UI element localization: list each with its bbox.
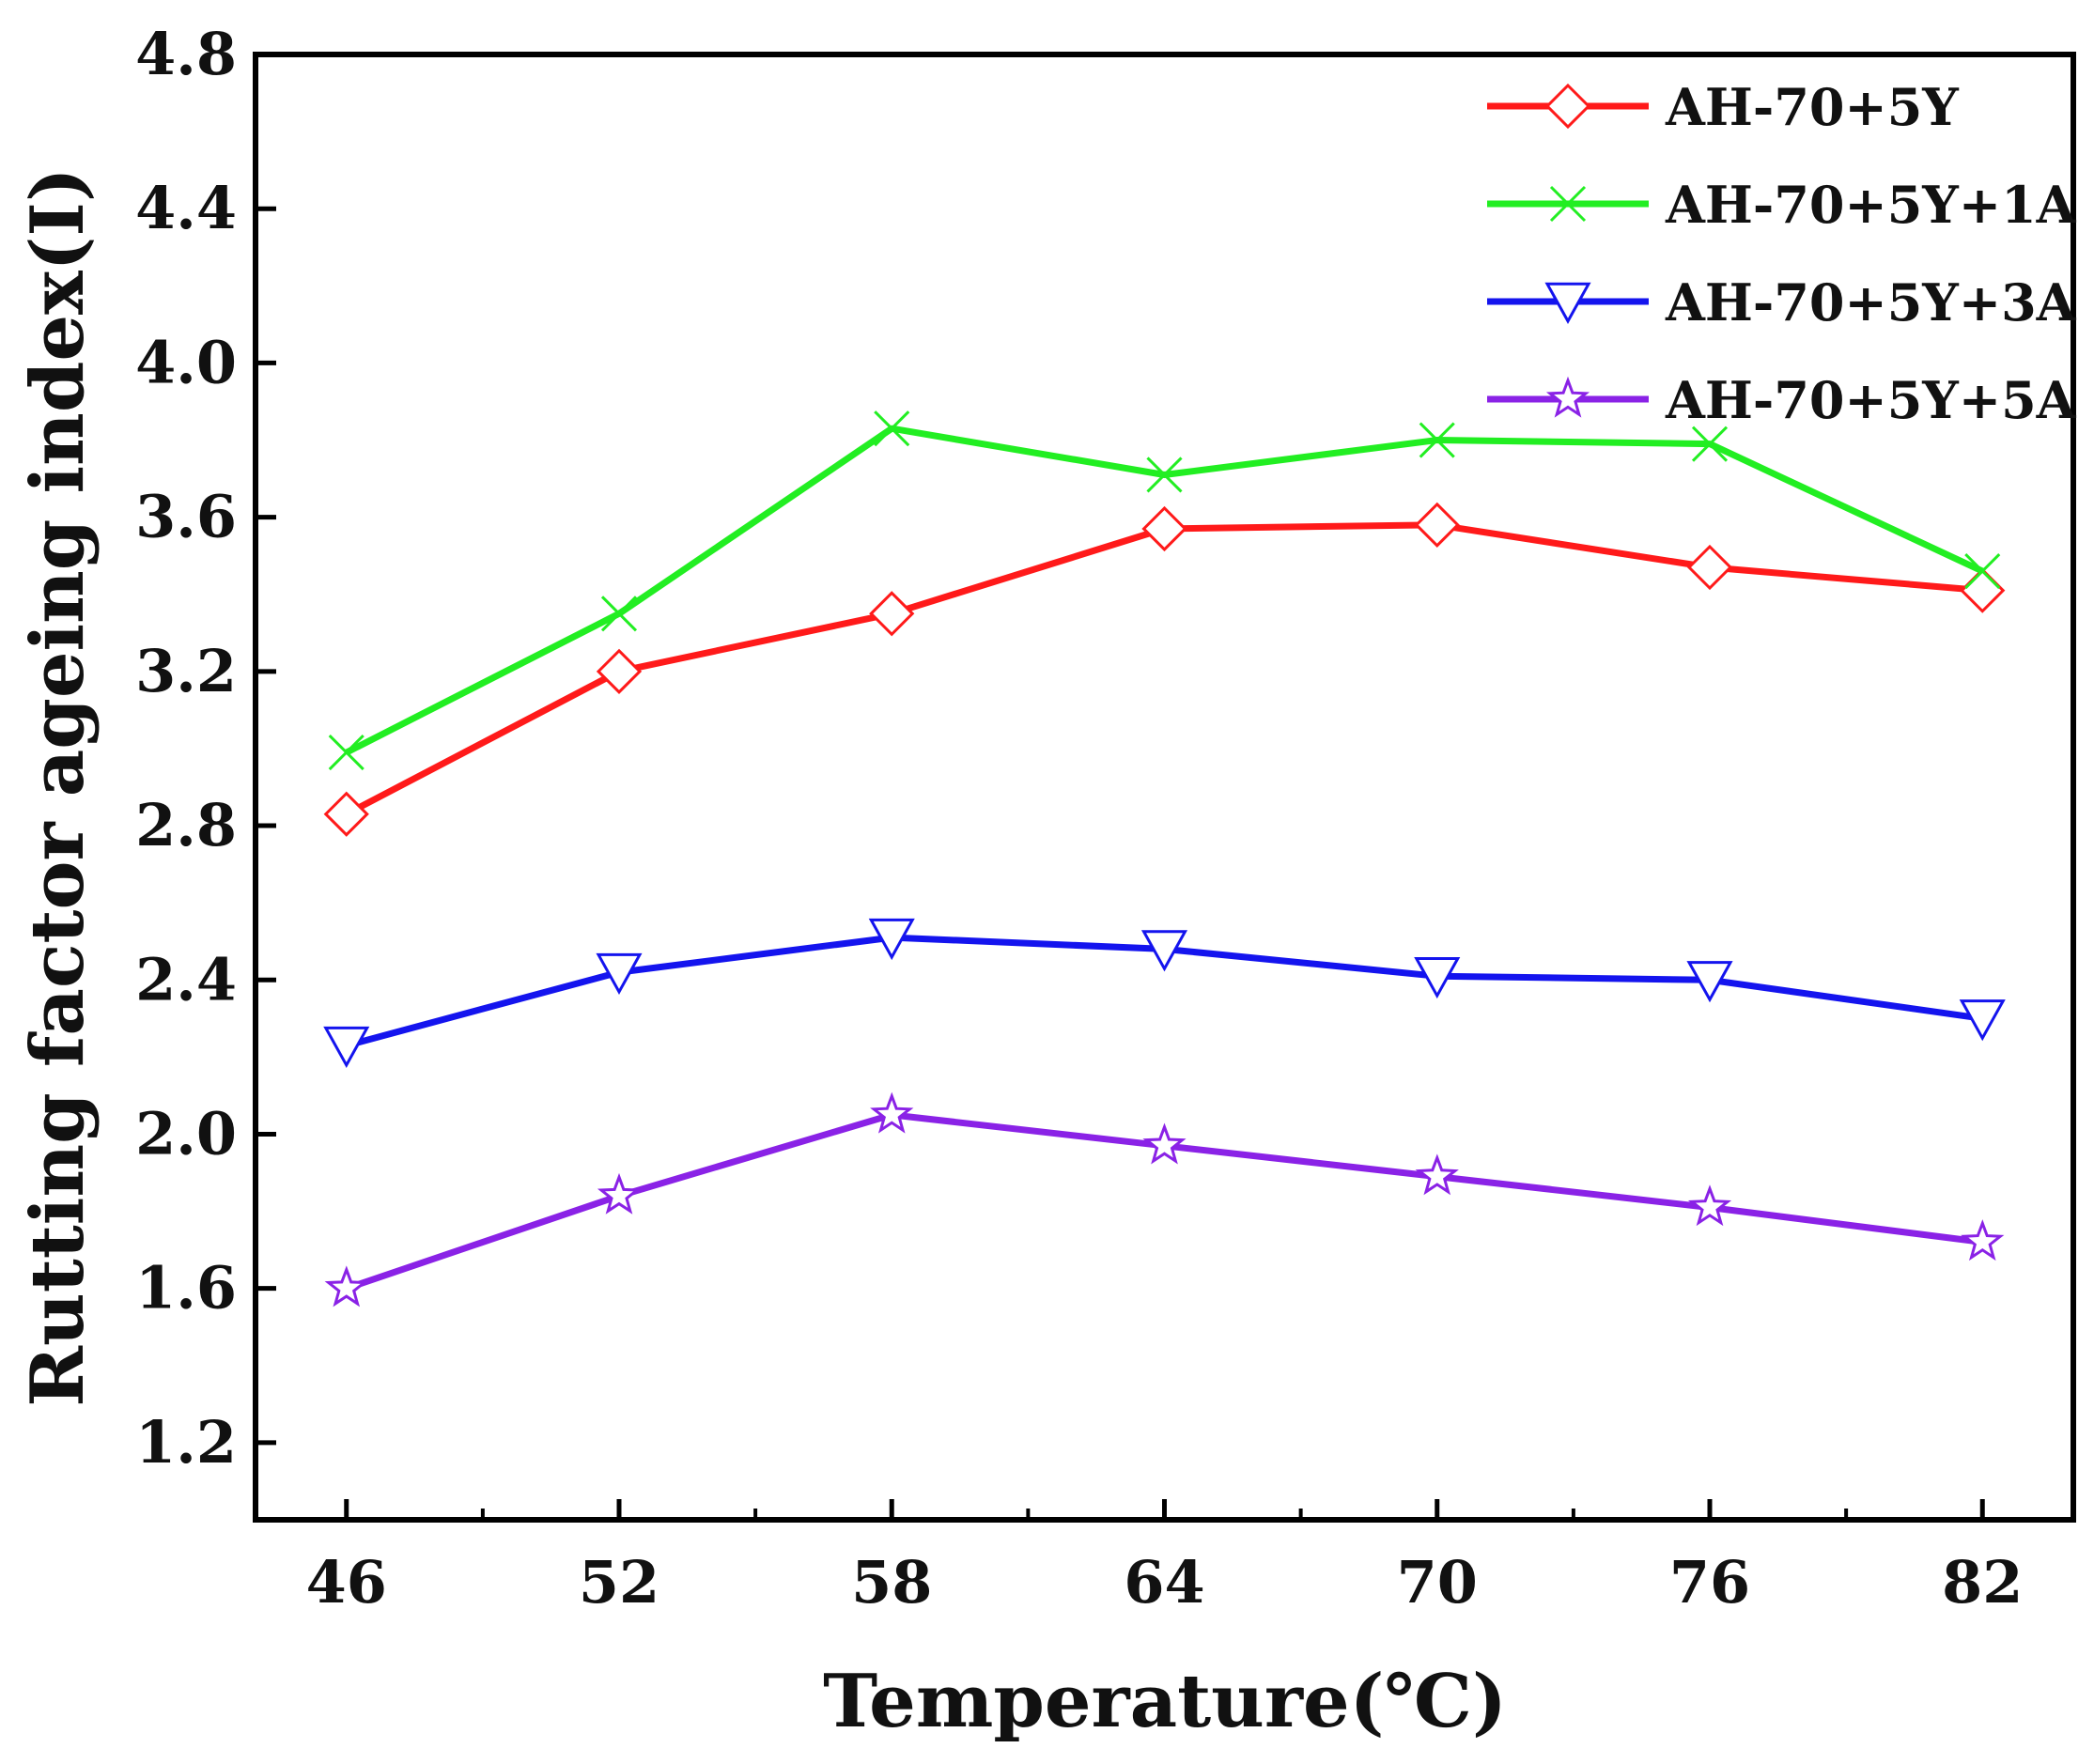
- legend-item: AH-70+5Y: [1487, 77, 1960, 137]
- data-point-x: [1691, 426, 1729, 462]
- legend-label: AH-70+5Y: [1665, 77, 1960, 137]
- legend-item: AH-70+5Y+1A: [1487, 175, 2077, 235]
- y-tick-label: 4.4: [135, 174, 237, 242]
- data-point-triangle: [1959, 999, 2006, 1042]
- y-tick-label: 4.0: [135, 328, 237, 396]
- x-axis-title: Temperature(℃): [823, 1659, 1507, 1744]
- data-point-triangle: [323, 1026, 370, 1069]
- x-tick-label: 46: [306, 1548, 387, 1617]
- y-tick-label: 3.6: [135, 483, 237, 551]
- y-tick-label: 4.8: [135, 20, 237, 88]
- series-AH-70+5Y+3A: [323, 918, 2006, 1069]
- series-layer: [323, 410, 2006, 1308]
- legend: AH-70+5Y AH-70+5Y+1A AH-70+5Y+3A AH-70+5Y+5…: [1487, 77, 2077, 430]
- y-tick-label: 3.2: [135, 637, 237, 705]
- data-point-diamond: [596, 648, 643, 694]
- data-point-star: [1142, 1122, 1187, 1165]
- data-point-star: [1687, 1184, 1732, 1227]
- y-axis-title: Rutting factor ageing index(I): [15, 167, 101, 1407]
- legend-label: AH-70+5Y+5A: [1665, 370, 2077, 430]
- x-tick-label: 52: [579, 1548, 659, 1617]
- series-line: [345, 425, 1984, 756]
- x-tick-label: 82: [1942, 1548, 2023, 1617]
- y-tick-label: 2.4: [135, 945, 237, 1014]
- data-point-triangle: [1414, 956, 1461, 999]
- data-point-x: [600, 596, 638, 632]
- data-point-star: [597, 1172, 642, 1215]
- legend-item: AH-70+5Y+5A: [1487, 370, 2077, 430]
- legend-label: AH-70+5Y+3A: [1665, 272, 2077, 333]
- data-point-star: [1961, 1219, 2005, 1261]
- data-point-diamond: [869, 591, 915, 637]
- y-tick-label: 1.6: [135, 1254, 237, 1323]
- y-tick-label: 2.8: [135, 791, 237, 859]
- data-point-x: [1419, 422, 1455, 458]
- data-point-star: [870, 1091, 914, 1134]
- data-point-star: [1545, 376, 1590, 418]
- y-axis: 1.2 1.6 2.0 2.4 2.8 3.2 3.6 4.0 4.4 4.8: [135, 20, 276, 1477]
- series-AH-70+5Y+5A: [324, 1091, 2005, 1308]
- x-tick-label: 64: [1124, 1548, 1204, 1617]
- data-point-diamond: [1686, 544, 1733, 591]
- data-point-diamond: [1141, 505, 1187, 552]
- legend-label: AH-70+5Y+1A: [1665, 175, 2077, 235]
- data-point-diamond: [1960, 567, 2006, 613]
- x-tick-label: 58: [851, 1548, 932, 1617]
- data-point-triangle: [596, 952, 643, 996]
- data-point-triangle: [1544, 282, 1591, 324]
- y-tick-label: 2.0: [135, 1099, 237, 1168]
- data-point-triangle: [868, 918, 915, 961]
- data-point-triangle: [1686, 961, 1733, 1003]
- data-point-diamond: [1414, 502, 1460, 548]
- series-line: [345, 521, 1983, 817]
- data-point-x: [328, 734, 365, 771]
- series-AH-70+5Y+1A: [328, 410, 2001, 771]
- data-point-diamond: [323, 791, 369, 837]
- series-AH-70+5Y: [323, 502, 2006, 837]
- x-axis: 46 52 58 64 70 76 82: [306, 1499, 2023, 1617]
- x-tick-label: 70: [1397, 1548, 1478, 1617]
- data-point-x: [1549, 185, 1587, 223]
- y-tick-label: 1.2: [135, 1408, 237, 1477]
- legend-item: AH-70+5Y+3A: [1487, 272, 2077, 333]
- data-point-diamond: [1544, 83, 1591, 130]
- data-point-x: [1964, 553, 2001, 590]
- data-point-x: [874, 410, 910, 447]
- data-point-triangle: [1140, 930, 1188, 972]
- x-tick-label: 76: [1669, 1548, 1750, 1617]
- data-point-x: [1146, 456, 1183, 493]
- data-point-star: [324, 1265, 368, 1308]
- data-point-star: [1415, 1153, 1459, 1196]
